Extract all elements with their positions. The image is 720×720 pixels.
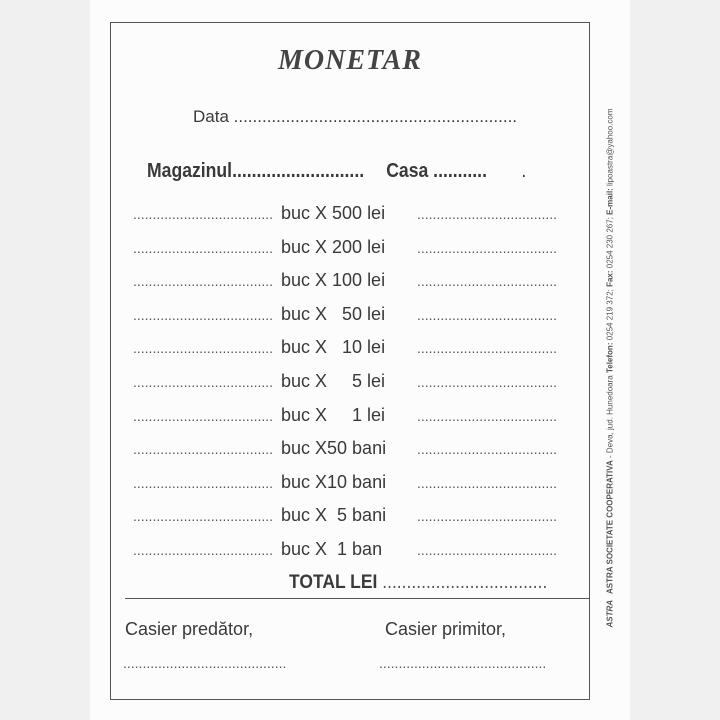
cashier-in-label: Casier primitor, bbox=[385, 619, 507, 639]
denomination-label: buc X 200 lei bbox=[281, 236, 386, 257]
denomination-row: .................................... buc … bbox=[133, 304, 583, 334]
denomination-row: .................................... buc … bbox=[133, 203, 583, 233]
denomination-row: .................................... buc … bbox=[133, 270, 583, 300]
denomination-row: .................................... buc … bbox=[133, 505, 583, 535]
denomination-label: buc X 1 lei bbox=[281, 404, 386, 425]
denomination-label: buc X 500 lei bbox=[281, 203, 386, 223]
cashier-out-label: Casier predător, bbox=[125, 619, 254, 639]
denomination-label: buc X10 bani bbox=[281, 471, 387, 492]
count-field: .................................... bbox=[133, 239, 274, 256]
count-field: .................................... bbox=[133, 474, 274, 491]
publisher-address: - Deva, jud. Hunedoara bbox=[605, 373, 615, 461]
denomination-label: buc X 100 lei bbox=[281, 270, 386, 291]
form-frame: MONETAR Data ...........................… bbox=[110, 22, 590, 700]
count-field: .................................... bbox=[417, 374, 558, 390]
count-field: .................................... bbox=[417, 340, 558, 357]
email: lipoastra@yahoo.com bbox=[605, 108, 615, 189]
denomination-row: .................................... buc … bbox=[133, 237, 583, 267]
denomination-row: .................................... buc … bbox=[133, 405, 583, 435]
register-field: Casa ........... bbox=[386, 160, 487, 182]
count-field: .................................... bbox=[417, 306, 558, 323]
count-field: .................................... bbox=[417, 206, 558, 222]
publisher-logo: ASTRA bbox=[605, 599, 615, 628]
count-field: .................................... bbox=[417, 508, 558, 525]
count-field: .................................... bbox=[417, 441, 558, 458]
count-field: .................................... bbox=[133, 374, 274, 390]
cashier-in-signature: ........................................… bbox=[379, 655, 547, 671]
form-title: MONETAR bbox=[278, 45, 422, 76]
email-label: E-mail: bbox=[605, 188, 615, 215]
fax: 0254 230 267; bbox=[605, 214, 615, 271]
count-field: .................................... bbox=[417, 474, 558, 491]
denomination-row: .................................... buc … bbox=[133, 539, 583, 569]
count-field: .................................... bbox=[133, 306, 274, 323]
date-field: Data ...................................… bbox=[193, 107, 518, 126]
cashier-out-signature: ........................................… bbox=[123, 655, 287, 671]
count-field: .................................... bbox=[133, 206, 274, 222]
denomination-label: buc X 1 ban bbox=[281, 539, 383, 559]
denomination-row: .................................... buc … bbox=[133, 371, 583, 401]
total-label: TOTAL LEI bbox=[289, 572, 378, 593]
denomination-label: buc X50 bani bbox=[281, 438, 387, 459]
publisher-info: ASTRA ASTRA SOCIETATE COOPERATIVA - Deva,… bbox=[606, 108, 615, 627]
register-mark: . bbox=[521, 160, 527, 182]
denomination-row: .................................... buc … bbox=[133, 438, 583, 468]
publisher-name: ASTRA SOCIETATE COOPERATIVA bbox=[605, 460, 615, 594]
denomination-label: buc X 5 lei bbox=[281, 371, 386, 391]
count-field: .................................... bbox=[133, 340, 274, 357]
count-field: .................................... bbox=[417, 542, 558, 558]
divider bbox=[125, 598, 589, 599]
denomination-row: .................................... buc … bbox=[133, 337, 583, 367]
count-field: .................................... bbox=[133, 407, 274, 424]
form-paper bbox=[90, 0, 630, 720]
count-field: .................................... bbox=[417, 273, 558, 290]
count-field: .................................... bbox=[417, 239, 558, 256]
count-field: .................................... bbox=[133, 441, 274, 458]
denomination-label: buc X 5 bani bbox=[281, 505, 387, 526]
denomination-label: buc X 50 lei bbox=[281, 303, 386, 324]
count-field: .................................... bbox=[417, 407, 558, 424]
total-dots: .................................. bbox=[382, 572, 548, 593]
denomination-label: buc X 10 lei bbox=[281, 337, 386, 358]
count-field: .................................... bbox=[133, 273, 274, 290]
total-line: TOTAL LEI ..............................… bbox=[289, 572, 547, 594]
fax-label: Fax: bbox=[605, 270, 615, 287]
count-field: .................................... bbox=[133, 542, 274, 558]
store-register-line: Magazinul........................... Cas… bbox=[147, 160, 526, 183]
denomination-row: .................................... buc … bbox=[133, 472, 583, 502]
count-field: .................................... bbox=[133, 508, 274, 525]
store-field: Magazinul........................... bbox=[147, 160, 365, 182]
phone: 0254 219 372; bbox=[605, 286, 615, 343]
phone-label: Telefon: bbox=[605, 342, 615, 374]
